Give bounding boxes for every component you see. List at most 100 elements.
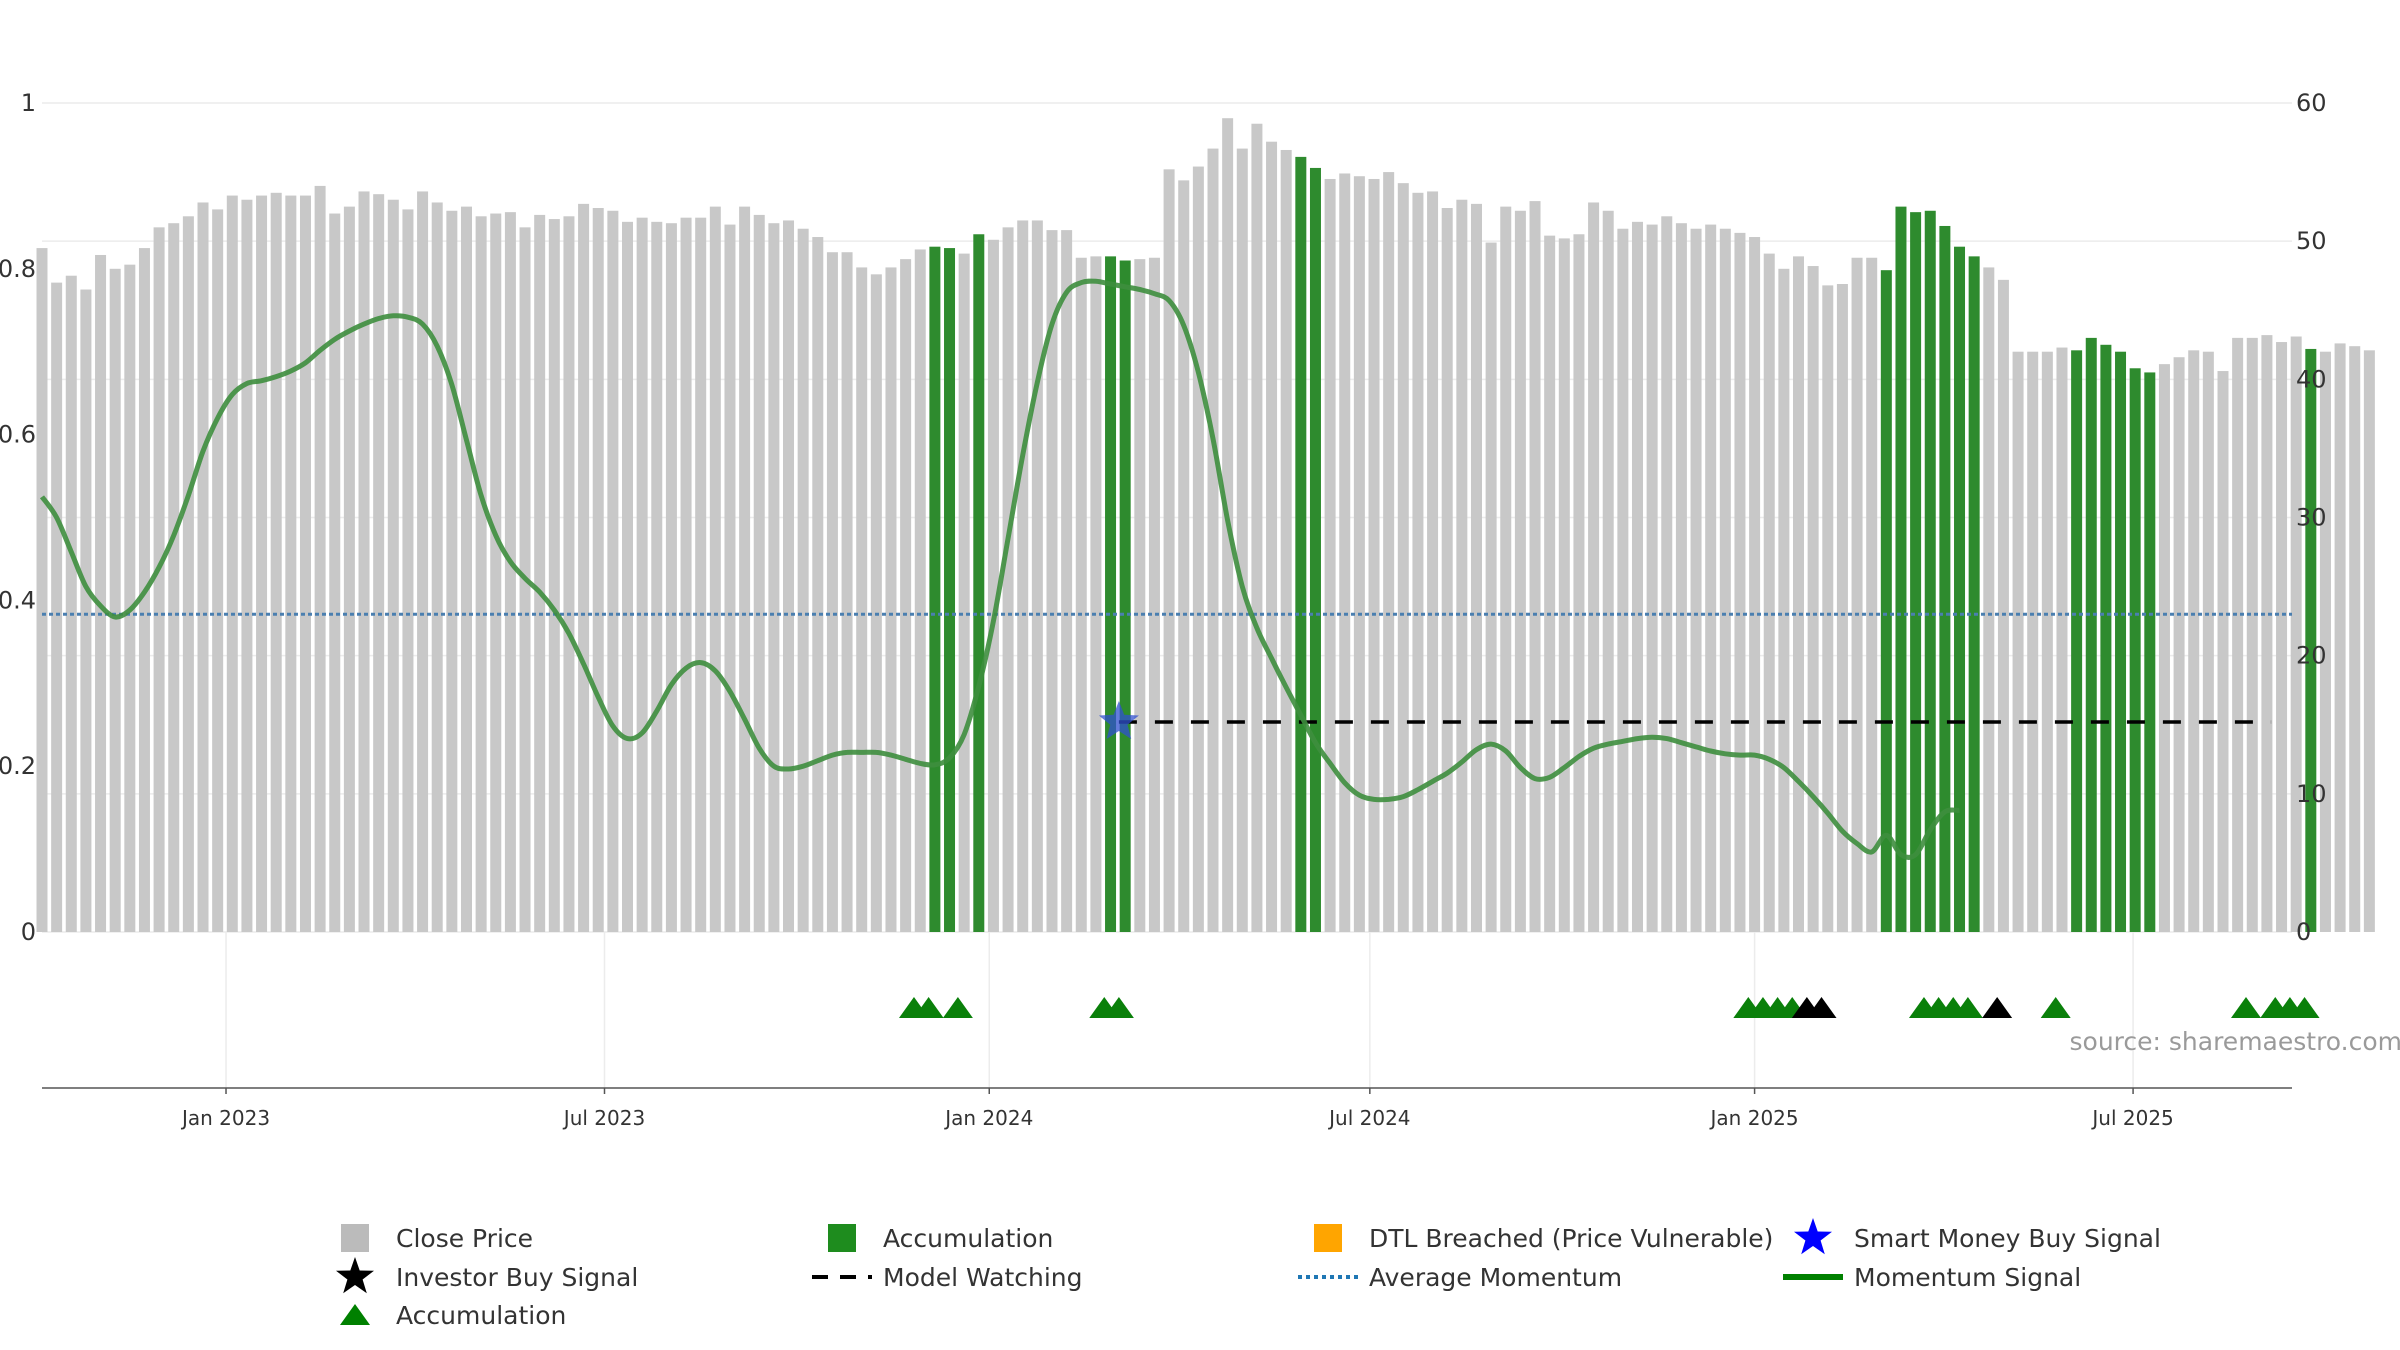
- close-price-bar: [1646, 224, 1658, 932]
- close-price-bar: [343, 206, 355, 932]
- close-price-bar: [1573, 234, 1585, 933]
- close-price-bar: [1397, 183, 1409, 933]
- accumulation-marker: [1103, 997, 1134, 1018]
- close-price-bar: [1778, 268, 1790, 932]
- close-price-bar: [753, 214, 765, 933]
- investor-buy-marker: [1982, 997, 2013, 1018]
- close-price-bar: [1705, 224, 1717, 932]
- close-price-bar: [1675, 223, 1687, 932]
- close-price-bar: [504, 212, 516, 932]
- close-price-bar: [226, 195, 238, 933]
- close-price-bar: [2056, 347, 2068, 932]
- close-price-bar: [446, 210, 458, 932]
- close-price-bar: [2217, 371, 2229, 932]
- left-axis-tick-label: 0.4: [0, 586, 36, 614]
- close-price-bar: [2349, 346, 2361, 932]
- close-price-bar: [1719, 228, 1731, 932]
- close-price-bar: [2202, 351, 2214, 932]
- close-price-bar: [607, 210, 619, 932]
- close-price-bar: [387, 199, 399, 932]
- close-price-bar: [1470, 203, 1482, 932]
- accumulation-marker: [2289, 997, 2320, 1018]
- signal-markers: [898, 997, 2320, 1018]
- left-axis-tick-label: 1: [21, 89, 36, 117]
- close-price-bar: [373, 194, 385, 932]
- legend-triangle-swatch: [340, 1304, 370, 1325]
- close-price-bar: [622, 221, 634, 932]
- close-price-bar: [1866, 257, 1878, 932]
- close-price-bar: [592, 208, 604, 933]
- close-price-bar: [1661, 216, 1673, 933]
- close-price-bar: [1602, 210, 1614, 932]
- close-price-bar: [1280, 149, 1292, 932]
- accumulation-bar: [1105, 256, 1117, 932]
- left-axis-tick-label: 0.6: [0, 421, 36, 449]
- accumulation-bar: [1895, 206, 1907, 932]
- close-price-bar: [2012, 351, 2024, 932]
- close-price-bar: [65, 275, 77, 932]
- close-price-bar: [1207, 148, 1219, 933]
- momentum-signal-line: [39, 278, 1960, 860]
- close-price-bar: [51, 282, 63, 932]
- close-price-bar: [314, 185, 326, 932]
- close-price-bar: [870, 274, 882, 932]
- close-price-bar: [709, 206, 721, 932]
- close-price-bar: [36, 248, 48, 932]
- close-price-bar: [548, 219, 560, 932]
- close-price-bar: [329, 213, 341, 933]
- right-axis-tick-label: 60: [2296, 89, 2327, 117]
- close-price-bar: [812, 237, 824, 932]
- momentum-signal-line: [39, 278, 1960, 860]
- close-price-bar: [1339, 173, 1351, 933]
- accumulation-bar: [1968, 256, 1980, 932]
- close-price-bar: [153, 227, 165, 933]
- close-price-bar: [2173, 357, 2185, 932]
- close-price-bar: [1031, 220, 1043, 933]
- legend-label: Momentum Signal: [1854, 1263, 2081, 1292]
- close-price-bar: [1485, 242, 1497, 932]
- close-price-bar: [739, 206, 751, 932]
- investor-buy-marker: [1806, 997, 1837, 1018]
- accumulation-marker: [1952, 997, 1983, 1018]
- close-price-bar: [1588, 202, 1600, 933]
- close-price-bar: [534, 214, 546, 933]
- legend-square-swatch: [341, 1224, 369, 1252]
- close-price-bar: [1500, 206, 1512, 932]
- legend-star-swatch: [1794, 1218, 1832, 1255]
- close-price-bar: [2041, 351, 2053, 932]
- close-price-bar: [2246, 337, 2258, 933]
- close-price-bar: [2276, 342, 2288, 932]
- close-price-bar: [1997, 279, 2009, 932]
- accumulation-bar: [1939, 225, 1951, 933]
- close-price-bar: [724, 224, 736, 932]
- close-price-bar: [1851, 257, 1863, 932]
- close-price-bar: [1002, 227, 1014, 933]
- close-price-bar: [1324, 178, 1336, 932]
- close-price-bar: [402, 209, 414, 933]
- close-price-bar: [1836, 283, 1848, 933]
- accumulation-bar: [973, 234, 985, 933]
- close-price-bar: [1383, 172, 1395, 933]
- close-price-bar: [680, 217, 692, 932]
- legend-star-swatch: [336, 1257, 374, 1294]
- close-price-bar: [182, 216, 194, 933]
- accumulation-bar: [1910, 212, 1922, 932]
- close-price-bar: [358, 191, 370, 933]
- close-price-bar: [431, 202, 443, 933]
- close-price-bar: [1734, 232, 1746, 933]
- close-price-bar: [1412, 192, 1424, 932]
- close-price-bar: [914, 249, 926, 932]
- close-price-bar: [1075, 257, 1087, 932]
- close-price-bar: [1236, 148, 1248, 933]
- close-price-bar: [1631, 221, 1643, 932]
- close-price-bar: [1192, 166, 1204, 933]
- close-price-bar: [900, 259, 912, 933]
- right-axis-tick-label: 30: [2296, 504, 2327, 532]
- left-axis: 0 0.2 0.4 0.6 0.8 1: [0, 89, 36, 946]
- x-axis-tick-label: Jan 2024: [943, 1106, 1033, 1130]
- accumulation-marker: [913, 997, 944, 1018]
- accumulation-bar: [2305, 348, 2317, 933]
- close-price-bar: [80, 289, 92, 932]
- close-price-bar: [1251, 123, 1263, 933]
- close-price-bar: [783, 220, 795, 933]
